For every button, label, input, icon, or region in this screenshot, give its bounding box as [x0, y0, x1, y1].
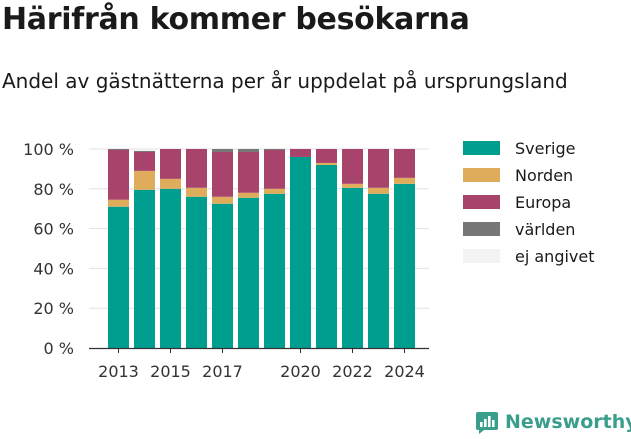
bar-segment-2019-Europa: [264, 149, 285, 189]
bar-segment-2023-Europa: [368, 149, 389, 188]
bar-segment-2014-Sverige: [134, 189, 155, 348]
legend-label-Sverige: Sverige: [515, 139, 576, 158]
bar-segment-2016-Europa: [186, 149, 207, 188]
stacked-bar-chart: 0 % 20 % 40 % 60 % 80 % 100 % 2013 2015 2017 2020…: [23, 139, 595, 381]
bar-segment-2013-Europa: [108, 149, 129, 200]
bar-segment-2017-Sverige: [212, 203, 233, 348]
x-tick-label: 2015: [150, 362, 191, 381]
bar-segment-2021-Europa: [316, 149, 337, 163]
x-tick-label: 2020: [280, 362, 321, 381]
bar-segment-2015-Norden: [160, 178, 181, 189]
bar-segment-2016-Sverige: [186, 196, 207, 348]
bar-segment-2021-Sverige: [316, 164, 337, 348]
bar-segment-2013-Sverige: [108, 206, 129, 348]
brand-name: Newsworthy: [505, 411, 631, 433]
bar-segment-2023-Sverige: [368, 193, 389, 348]
x-tick-label: 2022: [332, 362, 373, 381]
bar-segment-2024-Norden: [394, 177, 415, 184]
bar-segment-2024-Europa: [394, 149, 415, 178]
y-tick-label: 100 %: [23, 140, 74, 159]
bar-segment-2020-Sverige: [290, 156, 311, 348]
bar-segment-2017-Norden: [212, 196, 233, 204]
bar-segment-2018-Norden: [238, 192, 259, 198]
bar-segment-2022-Sverige: [342, 187, 363, 348]
bar-segment-2018-Europa: [238, 151, 259, 193]
bar-segment-2022-Norden: [342, 183, 363, 188]
newsworthy-logo: Newsworthy: [475, 407, 631, 437]
legend-swatch-ej-angivet: [463, 249, 500, 263]
bar-segment-2020-Europa: [290, 149, 311, 157]
y-tick-label: 0 %: [44, 339, 74, 358]
bar-segment-2015-Sverige: [160, 188, 181, 348]
bar-segment-2021-Norden: [316, 162, 337, 165]
x-tick-label: 2013: [98, 362, 139, 381]
bar-segment-2019-Sverige: [264, 193, 285, 348]
bar-segment-2018-världen: [238, 149, 259, 152]
bar-segment-2018-Sverige: [238, 197, 259, 348]
chart-title: Härifrån kommer besökarna: [2, 2, 470, 37]
legend-swatch-världen: [463, 222, 500, 236]
legend-swatch-Norden: [463, 168, 500, 182]
legend-label-Norden: Norden: [515, 166, 573, 185]
legend-label-ej-angivet: ej angivet: [515, 247, 595, 266]
bar-segment-2019-Norden: [264, 188, 285, 194]
y-tick-label: 20 %: [33, 299, 74, 318]
bar-segment-2022-Europa: [342, 149, 363, 184]
chart-subtitle: Andel av gästnätterna per år uppdelat på…: [2, 69, 568, 93]
chart-bubble-icon: [476, 412, 498, 434]
bar-segment-2019-världen: [264, 149, 285, 150]
bar-segment-2023-Norden: [368, 187, 389, 194]
y-tick-label: 80 %: [33, 180, 74, 199]
bar-segment-2014-Norden: [134, 170, 155, 190]
bar-segment-2015-Europa: [160, 149, 181, 179]
bar-segment-2017-världen: [212, 149, 233, 152]
legend-label-Europa: Europa: [515, 193, 571, 212]
x-tick-label: 2017: [202, 362, 243, 381]
bar-segment-2013-Norden: [108, 199, 129, 207]
bar-segment-2014-Europa: [134, 151, 155, 171]
x-tick-label: 2024: [384, 362, 425, 381]
bar-segment-2024-Sverige: [394, 183, 415, 348]
bar-segment-2014-ej-angivet: [134, 149, 155, 151]
legend-label-världen: världen: [515, 220, 575, 239]
legend-swatch-Europa: [463, 195, 500, 209]
bar-segment-2016-Norden: [186, 187, 207, 197]
bar-segment-2014-världen: [134, 150, 155, 152]
y-tick-label: 40 %: [33, 259, 74, 278]
bar-segment-2017-Europa: [212, 151, 233, 197]
legend-swatch-Sverige: [463, 141, 500, 155]
y-tick-label: 60 %: [33, 220, 74, 239]
bar-segment-2013-världen: [108, 149, 129, 150]
